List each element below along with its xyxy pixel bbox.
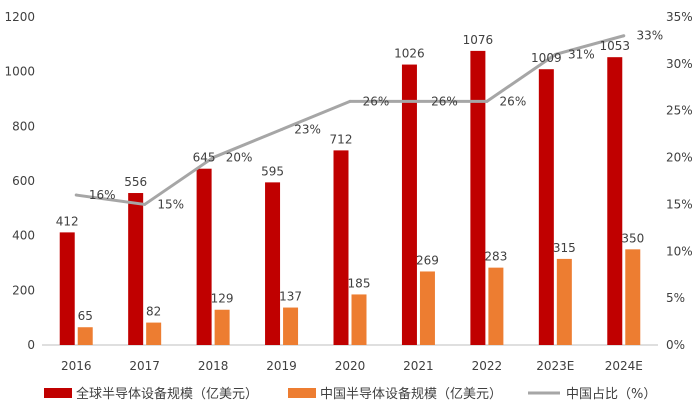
bars — [59, 50, 641, 346]
share-value-label: 16% — [89, 188, 116, 202]
share-value-label: 26% — [500, 94, 527, 108]
x-tick-label: 2019 — [266, 359, 297, 373]
x-tick-label: 2018 — [198, 359, 229, 373]
share-point — [622, 34, 626, 38]
right-tick-label: 10% — [666, 244, 693, 258]
china-bar — [419, 271, 435, 345]
china-bar — [351, 294, 367, 345]
china-value-label: 65 — [78, 309, 93, 323]
left-tick-label: 600 — [12, 174, 35, 188]
china-value-label: 269 — [416, 253, 439, 267]
share-point — [553, 52, 557, 56]
left-tick-label: 1200 — [4, 10, 35, 24]
share-value-label: 26% — [363, 94, 390, 108]
china-value-label: 129 — [211, 292, 234, 306]
global-bar — [607, 57, 623, 346]
right-tick-label: 30% — [666, 57, 693, 71]
global-value-label: 712 — [330, 132, 353, 146]
share-line — [74, 34, 626, 206]
x-tick-label: 2023E — [536, 359, 574, 373]
right-tick-label: 35% — [666, 10, 693, 24]
legend-label-global: 全球半导体设备规模（亿美元） — [76, 386, 258, 402]
global-value-label: 1026 — [394, 47, 425, 61]
global-value-label: 645 — [193, 151, 216, 165]
right-tick-label: 25% — [666, 104, 693, 118]
right-tick-label: 0% — [666, 338, 685, 352]
share-point — [280, 127, 284, 131]
legend-swatch-global — [44, 388, 72, 398]
legend: 全球半导体设备规模（亿美元） 中国半导体设备规模（亿美元） 中国占比（%） — [44, 386, 656, 402]
china-value-label: 82 — [146, 305, 161, 319]
global-value-label: 595 — [261, 164, 284, 178]
global-bar — [470, 50, 486, 345]
share-value-label: 31% — [568, 47, 595, 61]
share-point — [211, 156, 215, 160]
global-value-label: 1053 — [600, 39, 631, 53]
china-value-label: 137 — [279, 290, 302, 304]
global-value-label: 412 — [56, 214, 79, 228]
share-point — [143, 202, 147, 206]
china-value-label: 350 — [621, 231, 644, 245]
x-axis: 2016 2017 2018 2019 2020 2021 2022 2023E 2024E — [42, 344, 658, 373]
legend-swatch-china — [288, 388, 316, 398]
china-value-label: 315 — [553, 241, 576, 255]
x-tick-label: 2017 — [129, 359, 160, 373]
left-axis: 0 200 400 600 800 1000 1200 — [4, 10, 35, 352]
share-value-label: 20% — [226, 151, 253, 165]
share-value-label: 15% — [157, 197, 184, 211]
china-bar — [283, 307, 299, 345]
china-bar — [146, 322, 162, 345]
global-bar — [265, 182, 281, 345]
x-tick-label: 2020 — [335, 359, 366, 373]
right-axis: 0% 5% 10% 15% 20% 25% 30% 35% — [666, 10, 693, 352]
global-bar — [333, 150, 349, 345]
china-bar — [488, 267, 504, 345]
share-point — [74, 193, 78, 197]
legend-label-china: 中国半导体设备规模（亿美元） — [320, 386, 502, 402]
left-tick-label: 0 — [27, 338, 35, 352]
right-tick-label: 20% — [666, 151, 693, 165]
data-labels: 412 65 556 82 645 129 595 137 712 185 1026 269 1076 2… — [56, 29, 663, 323]
global-value-label: 1076 — [463, 33, 494, 47]
right-tick-label: 5% — [666, 291, 685, 305]
x-tick-label: 2021 — [403, 359, 434, 373]
left-tick-label: 400 — [12, 229, 35, 243]
left-tick-label: 200 — [12, 283, 35, 297]
global-bar — [538, 69, 554, 345]
china-bar — [77, 327, 93, 345]
legend-label-share: 中国占比（%） — [566, 387, 656, 402]
china-value-label: 185 — [348, 276, 371, 290]
left-tick-label: 1000 — [4, 65, 35, 79]
global-value-label: 1009 — [531, 51, 562, 65]
global-bar — [128, 193, 144, 345]
share-point — [416, 99, 420, 103]
x-tick-label: 2024E — [605, 359, 643, 373]
right-tick-label: 15% — [666, 197, 693, 211]
global-bar — [196, 168, 212, 345]
china-bar — [556, 258, 572, 345]
x-tick-label: 2016 — [61, 359, 92, 373]
share-value-label: 23% — [294, 122, 321, 136]
china-bar — [625, 249, 641, 345]
x-tick-label: 2022 — [472, 359, 503, 373]
china-value-label: 283 — [484, 250, 507, 264]
share-point — [485, 99, 489, 103]
share-value-label: 33% — [636, 29, 663, 43]
share-value-label: 26% — [431, 94, 458, 108]
global-bar — [59, 232, 75, 345]
left-tick-label: 800 — [12, 119, 35, 133]
global-bar — [401, 64, 417, 345]
global-value-label: 556 — [124, 175, 147, 189]
china-bar — [214, 309, 230, 345]
share-point — [348, 99, 352, 103]
